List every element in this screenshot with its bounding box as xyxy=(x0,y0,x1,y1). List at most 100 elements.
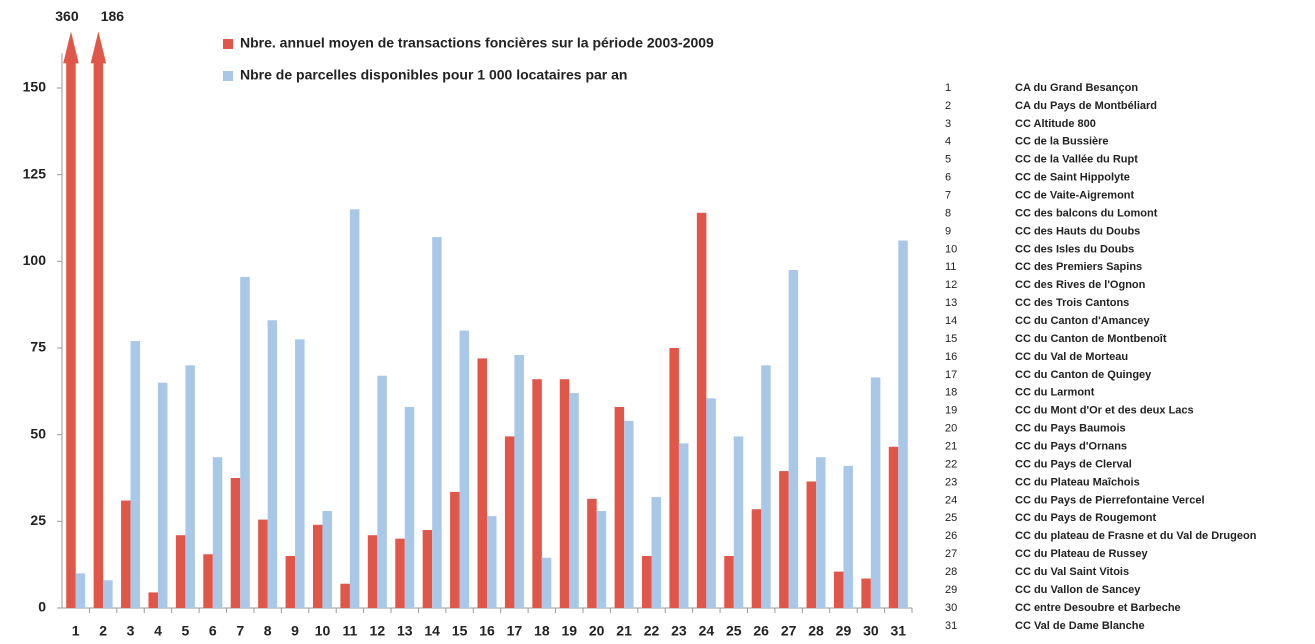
bar xyxy=(541,557,552,608)
overflow-arrow xyxy=(63,31,79,64)
key-number: 25 xyxy=(945,512,957,524)
x-tick-label: 3 xyxy=(127,623,135,639)
bar xyxy=(761,365,771,608)
bar xyxy=(130,341,141,608)
x-tick-label: 15 xyxy=(452,623,468,639)
x-tick-label: 26 xyxy=(753,623,769,639)
x-tick-label: 13 xyxy=(397,623,413,639)
x-tick-label: 12 xyxy=(370,623,386,639)
key-number: 14 xyxy=(945,315,957,327)
y-tick-label: 100 xyxy=(23,252,47,268)
x-tick-label: 31 xyxy=(891,623,907,639)
bar xyxy=(642,556,652,608)
x-tick-label: 11 xyxy=(342,623,357,639)
bar xyxy=(614,406,625,608)
key-number: 24 xyxy=(945,494,957,506)
bar xyxy=(340,583,350,608)
bar xyxy=(212,457,223,608)
bar xyxy=(816,457,826,608)
key-name: CC du Pays Baumois xyxy=(1015,423,1126,435)
x-tick-label: 23 xyxy=(671,623,687,639)
legend-swatch xyxy=(223,71,233,81)
bar xyxy=(733,436,744,608)
key-number: 30 xyxy=(945,602,957,614)
legend-label: Nbre de parcelles disponibles pour 1 000… xyxy=(240,67,627,83)
legend-label: Nbre. annuel moyen de transactions fonci… xyxy=(240,35,714,51)
key-number: 21 xyxy=(945,441,957,453)
bar xyxy=(148,592,158,608)
key-name: CC entre Desoubre et Barbeche xyxy=(1015,602,1181,614)
key-number: 17 xyxy=(945,369,957,381)
key-number: 13 xyxy=(945,297,957,309)
key-name: CC Altitude 800 xyxy=(1015,118,1096,130)
bar xyxy=(422,530,433,608)
y-tick-label: 125 xyxy=(23,165,47,181)
y-tick-label: 25 xyxy=(30,512,46,528)
bar xyxy=(75,573,86,608)
y-tick-label: 150 xyxy=(23,79,47,95)
bar xyxy=(587,498,597,608)
key-number: 28 xyxy=(945,566,957,578)
bar xyxy=(258,519,268,608)
bar xyxy=(788,270,799,608)
key-name: CC des Premiers Sapins xyxy=(1015,261,1142,273)
key-number: 1 xyxy=(945,82,951,94)
key-name: CC du Canton de Montbenoît xyxy=(1015,333,1167,345)
bar xyxy=(349,209,360,609)
bar xyxy=(477,358,487,608)
key-number: 19 xyxy=(945,405,957,417)
bar xyxy=(487,516,497,608)
bar xyxy=(861,578,871,608)
x-tick-label: 20 xyxy=(589,623,605,639)
legend-swatch xyxy=(223,39,233,49)
key-number: 8 xyxy=(945,207,951,219)
x-tick-label: 19 xyxy=(561,623,577,639)
bar xyxy=(312,524,323,608)
key-number: 5 xyxy=(945,154,951,166)
x-tick-label: 21 xyxy=(616,623,632,639)
key-number: 18 xyxy=(945,387,957,399)
bar xyxy=(706,398,716,608)
x-tick-label: 7 xyxy=(236,623,244,639)
key-name: CC de Saint Hippolyte xyxy=(1015,172,1130,184)
bar xyxy=(295,339,305,608)
bar xyxy=(322,510,332,608)
key-number: 22 xyxy=(945,458,957,470)
key-number: 15 xyxy=(945,333,957,345)
bar xyxy=(367,535,378,608)
key-name: CC des Hauts du Doubs xyxy=(1015,225,1140,237)
key-number: 29 xyxy=(945,584,957,596)
key-name: CC du Pays de Pierrefontaine Vercel xyxy=(1015,494,1205,506)
key-number: 7 xyxy=(945,189,951,201)
bar xyxy=(833,571,844,608)
key-number: 26 xyxy=(945,530,957,542)
key-name: CC du Plateau Maîchois xyxy=(1015,476,1140,488)
x-tick-label: 1 xyxy=(72,623,80,639)
bar xyxy=(450,491,460,608)
x-tick-label: 28 xyxy=(808,623,824,639)
y-tick-label: 50 xyxy=(30,425,46,441)
bar xyxy=(504,436,515,608)
key-name: CC Val de Dame Blanche xyxy=(1015,620,1145,632)
key-name: CC des Isles du Doubs xyxy=(1015,243,1134,255)
bar xyxy=(569,393,579,608)
x-tick-label: 25 xyxy=(726,623,742,639)
bar xyxy=(432,237,442,609)
bar xyxy=(404,406,415,608)
key-name: CC du Plateau de Russey xyxy=(1015,548,1149,560)
key-number: 4 xyxy=(945,136,951,148)
x-tick-label: 6 xyxy=(209,623,217,639)
key-name: CC du Pays d'Ornans xyxy=(1015,441,1127,453)
bar xyxy=(779,471,789,608)
key-name: CA du Pays de Montbéliard xyxy=(1015,100,1157,112)
key-number: 3 xyxy=(945,118,951,130)
key-name: CC du Canton d'Amancey xyxy=(1015,315,1151,327)
x-tick-label: 29 xyxy=(836,623,852,639)
key-name: CC du Larmont xyxy=(1015,387,1095,399)
key-number: 11 xyxy=(945,261,956,273)
bar xyxy=(240,276,250,608)
key-number: 31 xyxy=(945,620,957,632)
bar xyxy=(395,538,405,608)
